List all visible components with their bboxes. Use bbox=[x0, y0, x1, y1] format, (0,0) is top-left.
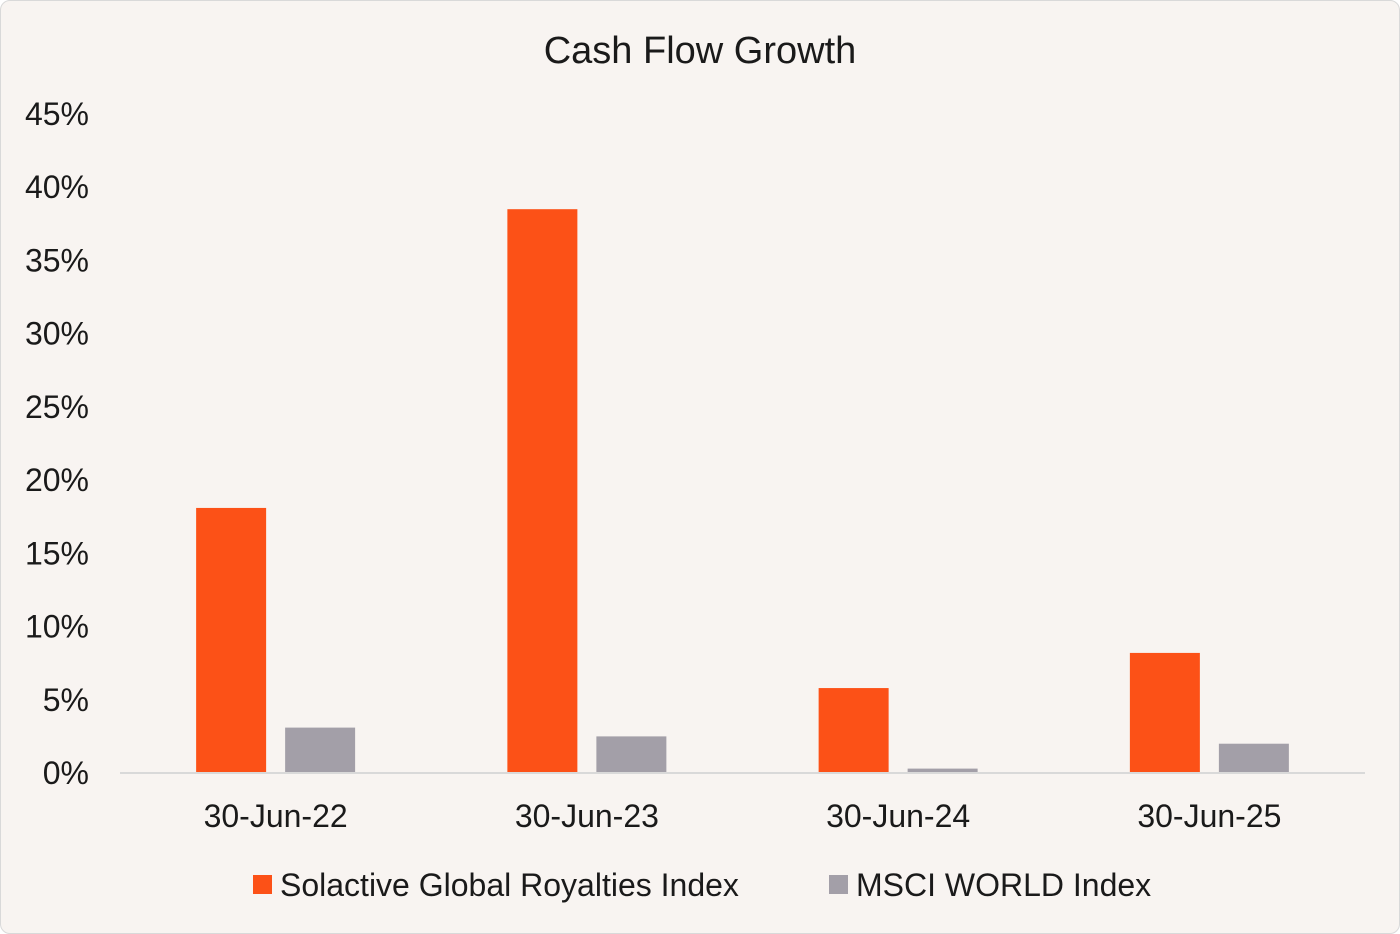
y-tick-label: 5% bbox=[43, 682, 89, 718]
bar-series-0 bbox=[818, 688, 889, 773]
bar-series-0 bbox=[507, 209, 578, 773]
legend-label-1: MSCI WORLD Index bbox=[856, 867, 1151, 903]
y-tick-label: 20% bbox=[25, 462, 89, 498]
y-tick-label: 35% bbox=[25, 242, 89, 278]
y-axis-ticks: 0% 5% 10% 15% 20% 25% 30% 35% 40% 45% bbox=[25, 96, 89, 791]
y-tick-label: 15% bbox=[25, 535, 89, 571]
y-tick-label: 40% bbox=[25, 169, 89, 205]
legend: Solactive Global Royalties Index MSCI WOR… bbox=[253, 867, 1151, 903]
bar-series-1 bbox=[596, 736, 667, 773]
x-tick-label: 30-Jun-25 bbox=[1137, 798, 1281, 834]
y-tick-label: 10% bbox=[25, 609, 89, 645]
legend-swatch-1 bbox=[829, 875, 848, 894]
legend-swatch-0 bbox=[253, 875, 272, 894]
chart-title: Cash Flow Growth bbox=[544, 30, 857, 72]
bar-series-1 bbox=[1218, 743, 1289, 773]
x-tick-label: 30-Jun-24 bbox=[826, 798, 970, 834]
y-tick-label: 45% bbox=[25, 96, 89, 132]
y-tick-label: 0% bbox=[43, 755, 89, 791]
x-tick-label: 30-Jun-22 bbox=[204, 798, 348, 834]
x-axis-ticks: 30-Jun-22 30-Jun-23 30-Jun-24 30-Jun-25 bbox=[204, 798, 1282, 834]
bar-series-1 bbox=[285, 727, 356, 773]
bars bbox=[196, 209, 1289, 773]
bar-series-1 bbox=[907, 768, 978, 773]
y-tick-label: 25% bbox=[25, 389, 89, 425]
bar-series-0 bbox=[1129, 652, 1200, 773]
bar-series-0 bbox=[196, 507, 267, 773]
x-tick-label: 30-Jun-23 bbox=[515, 798, 659, 834]
legend-label-0: Solactive Global Royalties Index bbox=[280, 867, 739, 903]
y-tick-label: 30% bbox=[25, 316, 89, 352]
